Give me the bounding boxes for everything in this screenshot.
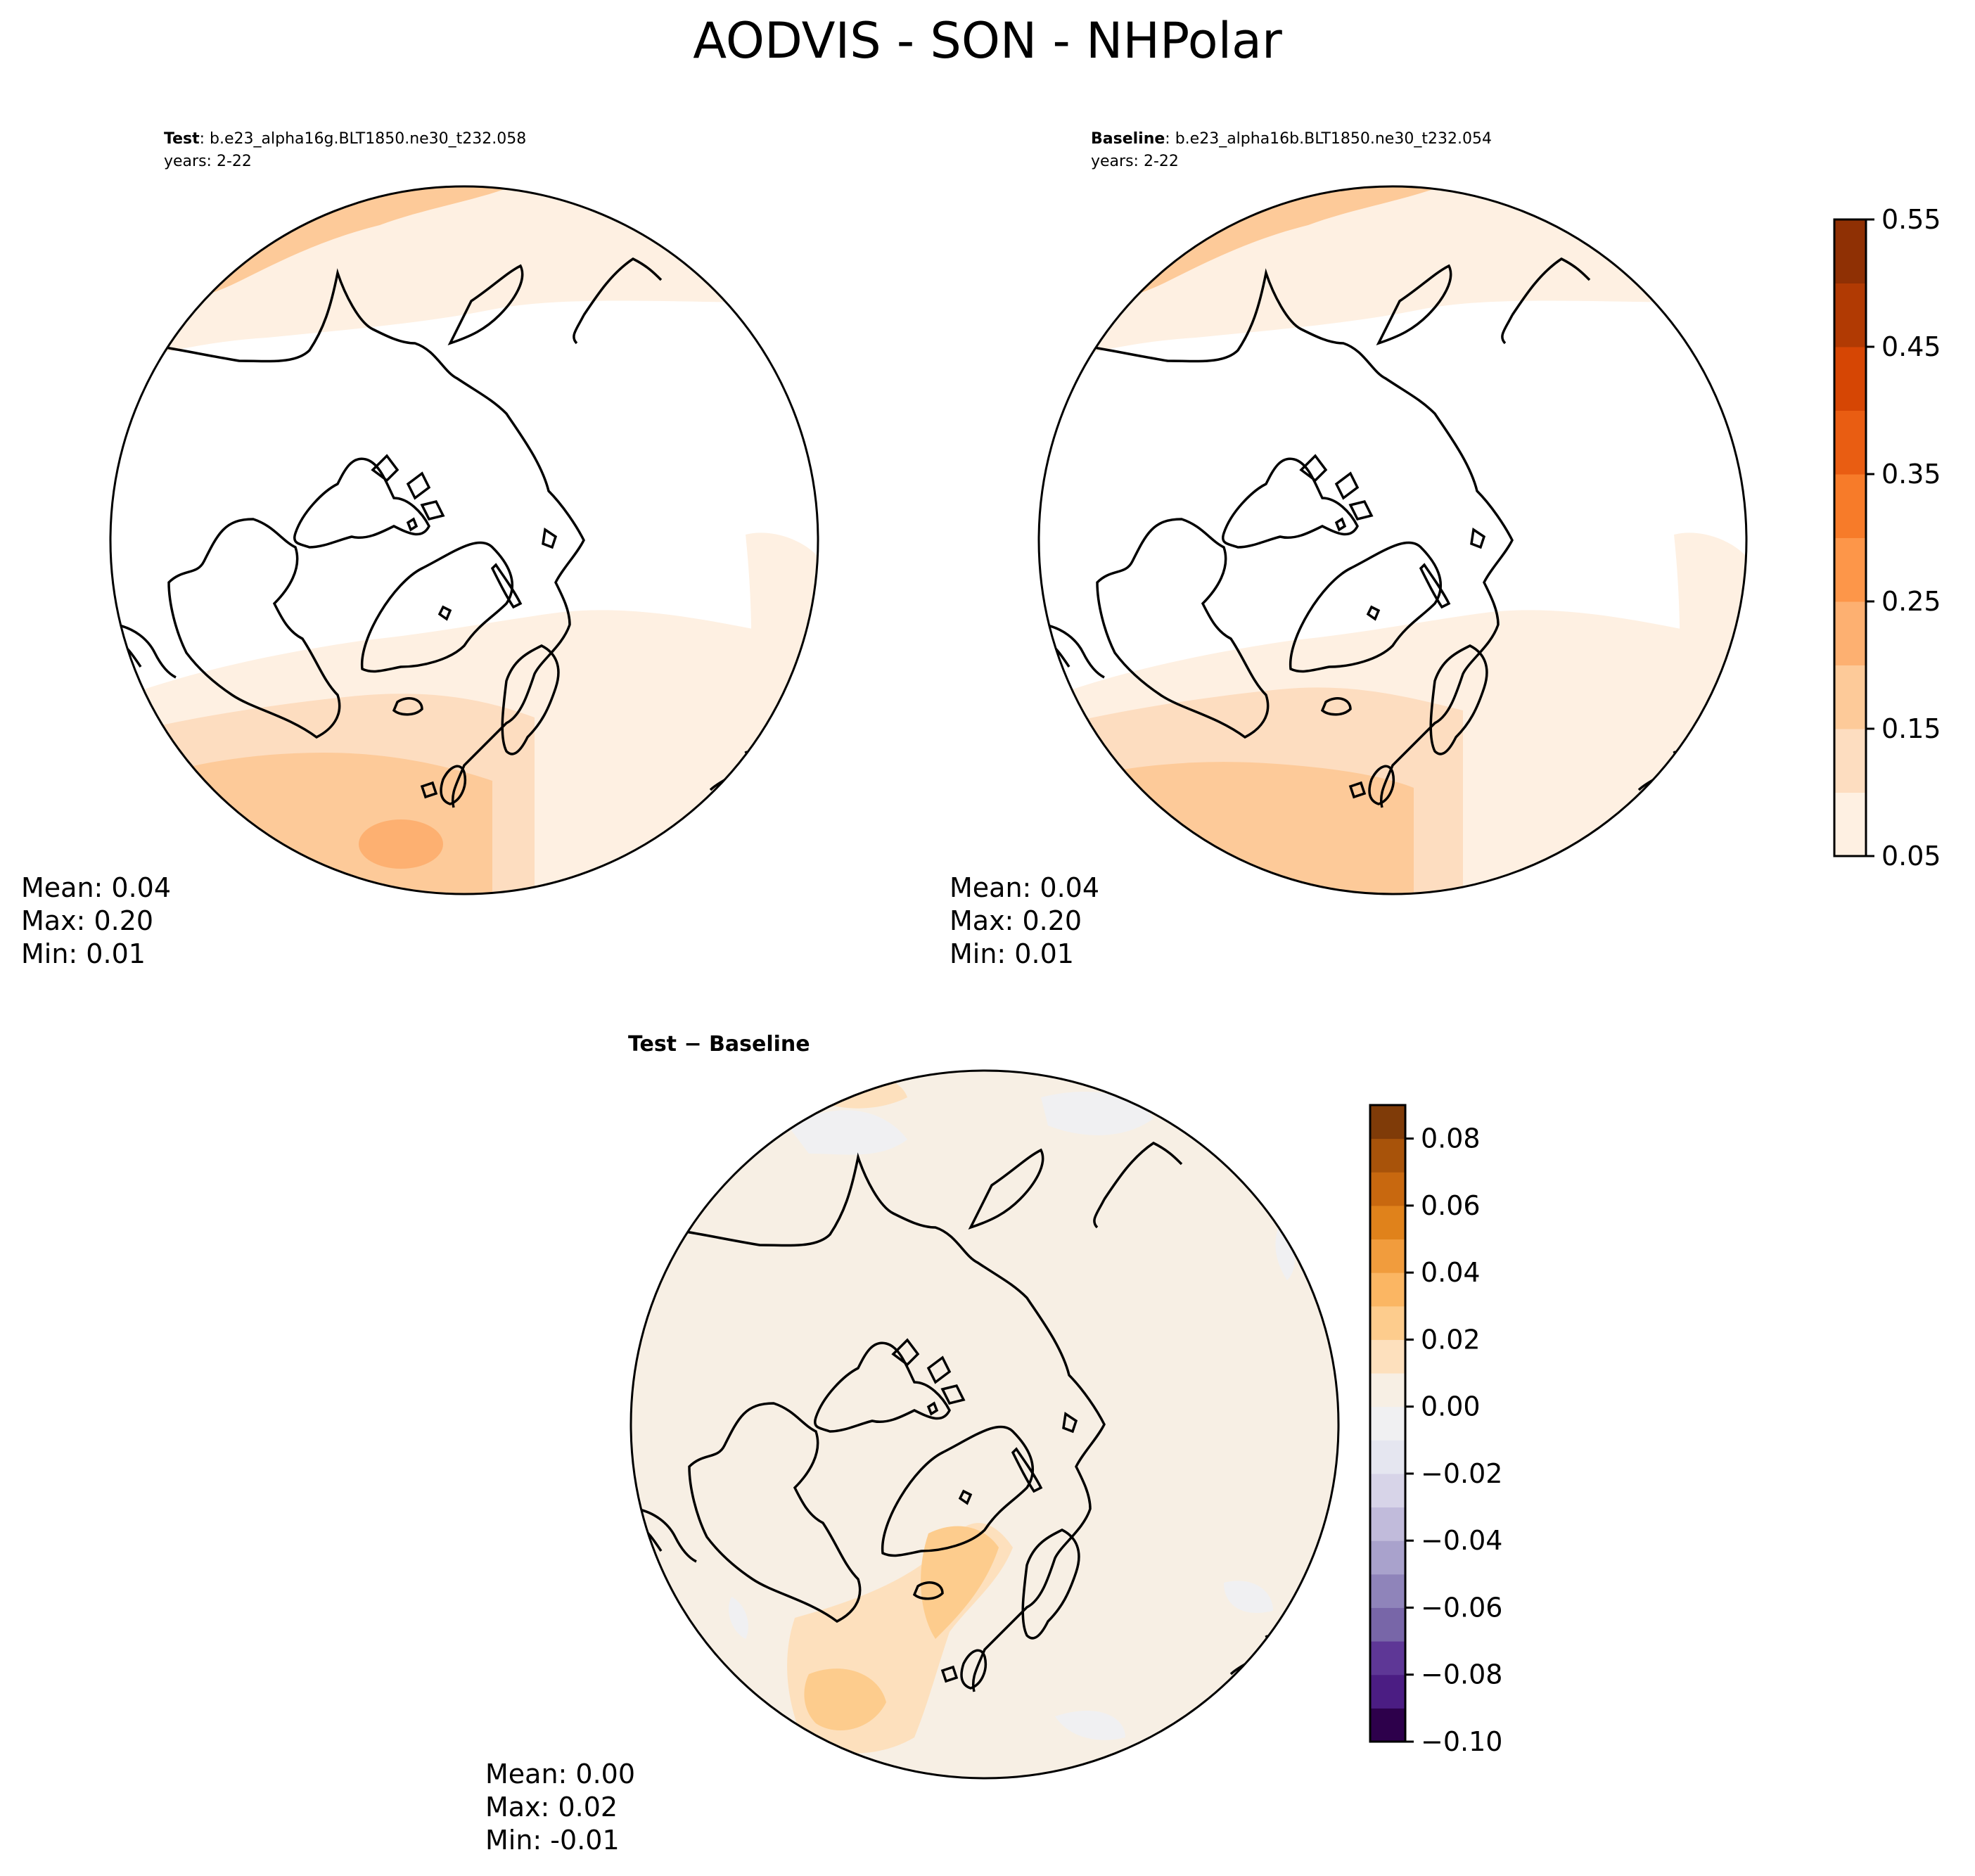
colorbar-diff: 0.08 0.06 0.04 0.02 0.00 −0.02 −0.04 −0.06 −0.08… [1369, 1104, 1502, 1757]
diff-title: Test − Baseline [628, 1032, 810, 1057]
colorbar-main-segment [1834, 219, 1866, 283]
colorbar-diff-segment [1370, 1373, 1405, 1408]
colorbar-diff-segment [1370, 1507, 1405, 1541]
colorbar-diff-tick-label: 0.00 [1421, 1391, 1481, 1422]
colorbar-diff-tick-label: 0.04 [1421, 1257, 1481, 1288]
colorbar-diff-segment [1370, 1138, 1405, 1173]
colorbar-main-segment [1834, 283, 1866, 347]
test-map [110, 186, 818, 894]
test-map-border [109, 185, 819, 895]
baseline-years: years: 2-22 [1091, 153, 1179, 170]
baseline-max: Max: 0.20 [950, 905, 1082, 936]
colorbar-diff-segment [1370, 1272, 1405, 1307]
diff-map [631, 1071, 1338, 1778]
colorbar-main-segment [1834, 665, 1866, 729]
colorbar-diff-segment [1370, 1540, 1405, 1575]
diff-map-border [629, 1069, 1340, 1780]
colorbar-diff-tick-label: −0.04 [1421, 1525, 1502, 1556]
baseline-min: Min: 0.01 [950, 938, 1074, 969]
baseline-mean: Mean: 0.04 [950, 872, 1099, 903]
colorbar-main-segment [1834, 347, 1866, 411]
colorbar-main-segment [1834, 410, 1866, 475]
colorbar-diff-tick-label: 0.06 [1421, 1190, 1481, 1221]
colorbar-main-tick-label: 0.05 [1881, 841, 1941, 872]
colorbar-main-segment [1834, 474, 1866, 538]
colorbar-diff-segment [1370, 1574, 1405, 1608]
panel-test: Test: b.e23_alpha16g.BLT1850.ne30_t232.0… [21, 130, 819, 969]
colorbar-diff-tick-label: −0.08 [1421, 1659, 1502, 1690]
test-max: Max: 0.20 [21, 905, 153, 936]
colorbar-main-tick-label: 0.45 [1881, 331, 1941, 362]
colorbar-main-frame [1833, 218, 1867, 857]
colorbar-diff-tick-label: −0.10 [1421, 1726, 1502, 1757]
colorbar-diff-segment [1370, 1473, 1405, 1508]
colorbar-main-segment [1834, 792, 1866, 857]
test-mean: Mean: 0.04 [21, 872, 171, 903]
colorbar-main-segment [1834, 537, 1866, 602]
colorbar-diff-segment [1370, 1440, 1405, 1474]
colorbar-diff-tick-label: −0.06 [1421, 1592, 1502, 1623]
colorbar-main-segment [1834, 601, 1866, 665]
baseline-case: : b.e23_alpha16b.BLT1850.ne30_t232.054 [1165, 130, 1492, 148]
test-min: Min: 0.01 [21, 938, 146, 969]
colorbar-main-tick-label: 0.55 [1881, 204, 1941, 235]
test-panel-title: Test: b.e23_alpha16g.BLT1850.ne30_t232.0… [164, 130, 526, 148]
colorbar-diff-segment [1370, 1708, 1405, 1742]
colorbar-diff-segment [1370, 1674, 1405, 1709]
baseline-label: Baseline [1091, 130, 1165, 148]
colorbar-diff-segment [1370, 1306, 1405, 1340]
colorbar-diff-tick-label: 0.08 [1421, 1123, 1481, 1154]
diff-min: Min: -0.01 [485, 1825, 620, 1856]
colorbar-main: 0.05 0.15 0.25 0.35 0.45 0.55 [1833, 204, 1941, 872]
test-label: Test [164, 130, 200, 148]
diff-max: Max: 0.02 [485, 1792, 618, 1823]
colorbar-main-tick-label: 0.15 [1881, 713, 1941, 744]
colorbar-diff-frame [1369, 1104, 1407, 1743]
test-case: : b.e23_alpha16g.BLT1850.ne30_t232.058 [200, 130, 527, 148]
panel-baseline: Baseline: b.e23_alpha16b.BLT1850.ne30_t2… [950, 130, 1748, 969]
colorbar-diff-tick-label: 0.02 [1421, 1324, 1481, 1355]
colorbar-diff-segment [1370, 1339, 1405, 1374]
colorbar-diff-segment [1370, 1406, 1405, 1441]
colorbar-main-segment [1834, 729, 1866, 793]
colorbar-main-tick-label: 0.35 [1881, 459, 1941, 490]
baseline-map-border [1037, 185, 1748, 895]
colorbar-diff-segment [1370, 1205, 1405, 1240]
colorbar-diff-segment [1370, 1641, 1405, 1676]
colorbar-diff-segment [1370, 1607, 1405, 1642]
baseline-map [1039, 186, 1746, 894]
colorbar-diff-segment [1370, 1239, 1405, 1273]
colorbar-main-tick-label: 0.25 [1881, 586, 1941, 617]
colorbar-diff-segment [1370, 1172, 1405, 1206]
baseline-panel-title: Baseline: b.e23_alpha16b.BLT1850.ne30_t2… [1091, 130, 1492, 148]
colorbar-diff-tick-label: −0.02 [1421, 1458, 1502, 1489]
figure-title: AODVIS - SON - NHPolar [693, 12, 1282, 70]
colorbar-diff-segment [1370, 1105, 1405, 1140]
panel-diff: Test − Baseline Mean: 0.00 Max: 0.02 Min… [485, 1032, 1340, 1856]
test-years: years: 2-22 [164, 153, 252, 170]
diff-mean: Mean: 0.00 [485, 1759, 635, 1789]
